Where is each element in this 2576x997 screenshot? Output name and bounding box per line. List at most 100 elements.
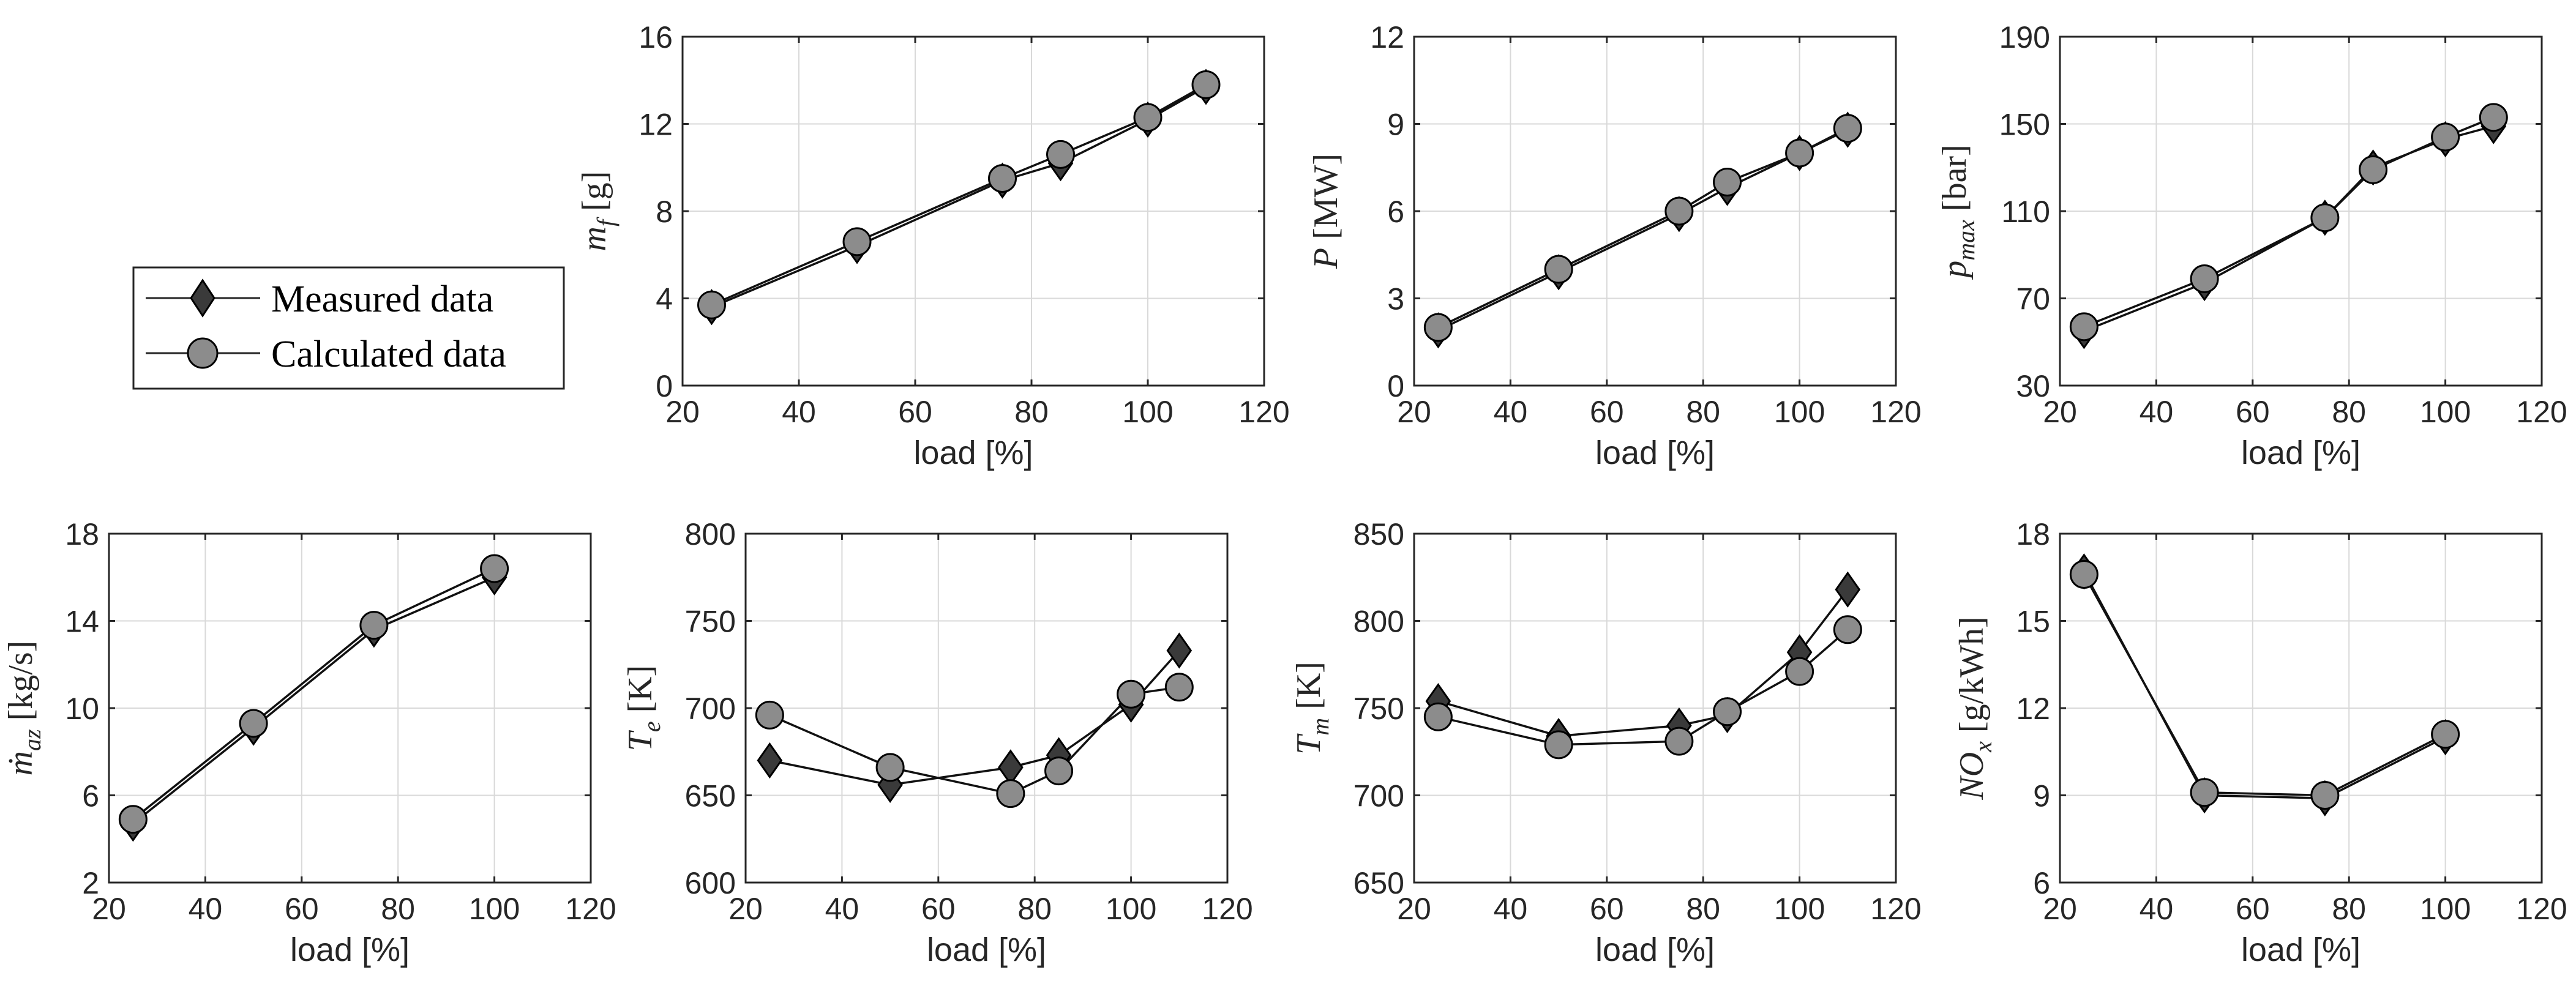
calculated-point (697, 290, 726, 319)
chart-Te: 20 40 60 80 100 120 600 650 700 750 800 load [%] Te … (621, 517, 1253, 968)
calculated-point (1713, 697, 1742, 726)
chart-NOx: 20 40 60 80 100 120 6 9 12 15 18 load [%] NOx [g/kWh… (1953, 517, 2567, 968)
y-tick-label: 0 (656, 369, 673, 403)
y-axis-symbol: NO (1953, 752, 1991, 801)
calculated-point (1544, 255, 1573, 284)
x-tick-label: 120 (2516, 395, 2567, 429)
y-tick-label: 110 (2001, 195, 2050, 229)
x-tick-label: 120 (565, 892, 616, 926)
series-line-measured (132, 576, 495, 825)
calculated-point (2310, 203, 2340, 233)
y-tick-label: 600 (685, 866, 736, 900)
x-tick-label: 60 (2236, 892, 2270, 926)
x-tick-label: 20 (92, 892, 126, 926)
x-tick-label: 120 (1870, 892, 1921, 926)
x-tick-label: 120 (1870, 395, 1921, 429)
x-tick-label: 120 (1238, 395, 1289, 429)
y-axis-unit: [MW] (1307, 154, 1345, 248)
calculated-point (1664, 196, 1694, 226)
y-tick-label: 700 (685, 692, 736, 726)
calculated-point (2431, 720, 2460, 749)
chart-maz: 20 40 60 80 100 120 2 6 10 14 18 load [%] ṁaz [kg/s] (2, 517, 616, 968)
calculated-point (1046, 140, 1075, 169)
calculated-point (1785, 657, 1814, 686)
x-tick-label: 20 (665, 395, 700, 429)
y-axis-symbol: m (575, 226, 613, 251)
x-tick-label: 60 (1590, 892, 1624, 926)
calculated-point (480, 554, 509, 583)
calculated-point (1191, 70, 1221, 99)
x-tick-label: 80 (1686, 892, 1720, 926)
x-tick-label: 100 (1122, 395, 1173, 429)
calculated-point (1133, 103, 1163, 132)
y-axis-unit: [bar] (1936, 144, 1974, 220)
y-tick-label: 30 (2016, 369, 2050, 403)
calculated-point (2359, 155, 2388, 184)
x-tick-label: 60 (898, 395, 932, 429)
calculated-point (1044, 756, 1074, 786)
x-tick-label: 60 (2236, 395, 2270, 429)
y-tick-label: 0 (1387, 369, 1404, 403)
x-axis-label: load [%] (1595, 435, 1715, 471)
calculated-point (1713, 168, 1742, 196)
y-tick-label: 14 (65, 605, 99, 639)
series-line-measured (1437, 589, 1849, 737)
calculated-point (1785, 138, 1814, 168)
series-line-calculated (2083, 573, 2446, 797)
x-tick-label: 20 (2043, 892, 2077, 926)
x-axis-label: load [%] (913, 435, 1033, 471)
y-tick-label: 800 (1354, 605, 1404, 639)
x-tick-label: 80 (381, 892, 415, 926)
y-tick-label: 12 (2016, 692, 2050, 726)
y-tick-label: 6 (1387, 195, 1404, 229)
legend: Measured data Calculated data (132, 266, 565, 390)
calculated-point (239, 709, 268, 738)
y-axis-unit: [g/kWh] (1953, 616, 1991, 741)
x-tick-label: 100 (2420, 892, 2471, 926)
chart-pmax: 20 40 60 80 100 120 30 70 110 150 190 load [%] pmax … (1936, 20, 2567, 471)
calculated-point (1833, 114, 1862, 143)
x-axis-label: load [%] (2241, 932, 2361, 968)
y-axis-unit: [K] (1290, 662, 1328, 718)
y-axis-subscript: az (18, 729, 46, 751)
y-axis-symbol: p (1936, 261, 1974, 280)
y-tick-label: 70 (2016, 282, 2050, 316)
y-tick-label: 6 (82, 779, 99, 813)
y-axis-symbol: ṁ (2, 751, 40, 775)
x-tick-label: 60 (1590, 395, 1624, 429)
x-tick-label: 20 (1397, 892, 1431, 926)
x-tick-label: 80 (1017, 892, 1052, 926)
y-axis-symbol: P (1307, 248, 1345, 269)
y-axis-label: mf [g] (575, 171, 620, 252)
y-axis-label: P [MW] (1307, 154, 1345, 269)
y-tick-label: 16 (638, 20, 673, 54)
y-axis-unit: [g] (575, 171, 613, 220)
x-tick-label: 40 (2140, 395, 2174, 429)
calculated-point (1423, 313, 1453, 342)
calculated-point (1423, 702, 1453, 731)
x-tick-label: 20 (1397, 395, 1431, 429)
y-tick-label: 2 (82, 866, 99, 900)
x-tick-label: 60 (921, 892, 956, 926)
x-axis-label: load [%] (1595, 932, 1715, 968)
y-tick-label: 10 (65, 692, 99, 726)
x-tick-label: 80 (1014, 395, 1049, 429)
legend-calculated-circle-icon (187, 337, 219, 369)
y-axis-subscript: x (1969, 741, 1997, 753)
y-axis-subscript: m (1306, 718, 1334, 736)
x-tick-label: 100 (1774, 892, 1825, 926)
y-tick-label: 4 (656, 282, 673, 316)
y-tick-label: 18 (65, 517, 99, 551)
y-tick-label: 150 (1999, 108, 2050, 142)
calculated-point (1544, 730, 1573, 760)
x-tick-label: 100 (1774, 395, 1825, 429)
y-tick-label: 9 (1387, 108, 1404, 142)
measured-point (757, 742, 783, 779)
y-tick-label: 650 (685, 779, 736, 813)
calculated-point (988, 164, 1017, 193)
x-tick-label: 40 (2140, 892, 2174, 926)
x-tick-label: 100 (469, 892, 520, 926)
y-tick-label: 190 (1999, 20, 2050, 54)
y-tick-label: 8 (656, 195, 673, 229)
